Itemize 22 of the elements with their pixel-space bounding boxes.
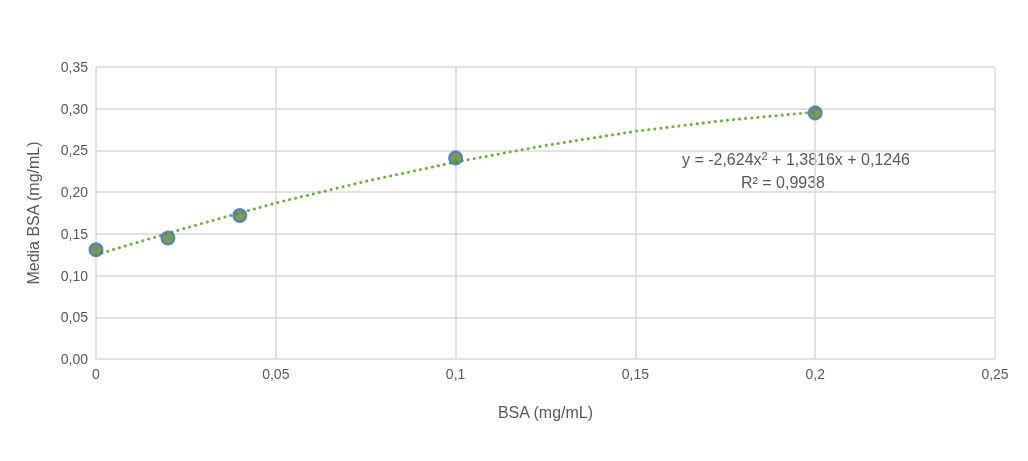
y-tick-label: 0,25 [60, 142, 89, 159]
x-tick-label: 0,05 [262, 366, 290, 382]
y-tick-label: 0,15 [60, 225, 89, 242]
point [160, 230, 176, 246]
x-tick-label: 0,1 [445, 366, 466, 382]
x-tick-label: 0,15 [621, 366, 650, 382]
x-tick-label: 0 [92, 366, 101, 382]
point [807, 105, 823, 121]
x-tick-label: 0,2 [805, 366, 826, 382]
y-tick-label: 0,30 [60, 100, 89, 117]
annotation: R² = 0,9938 [740, 173, 826, 191]
point [448, 150, 464, 166]
y-tick-label: 0,00 [60, 351, 89, 367]
point [88, 242, 104, 258]
y-tick-label: 0,20 [60, 184, 89, 201]
x-axis-title: BSA (mg/mL) [497, 403, 594, 421]
y-axis-title: Media BSA (mg/mL) [24, 141, 42, 285]
y-tick-label: 0,10 [60, 267, 89, 284]
x-tick-label: 0,25 [981, 366, 1009, 382]
y-tick-label: 0,35 [60, 59, 89, 75]
point [232, 208, 248, 223]
y-tick-label: 0,05 [60, 309, 89, 326]
